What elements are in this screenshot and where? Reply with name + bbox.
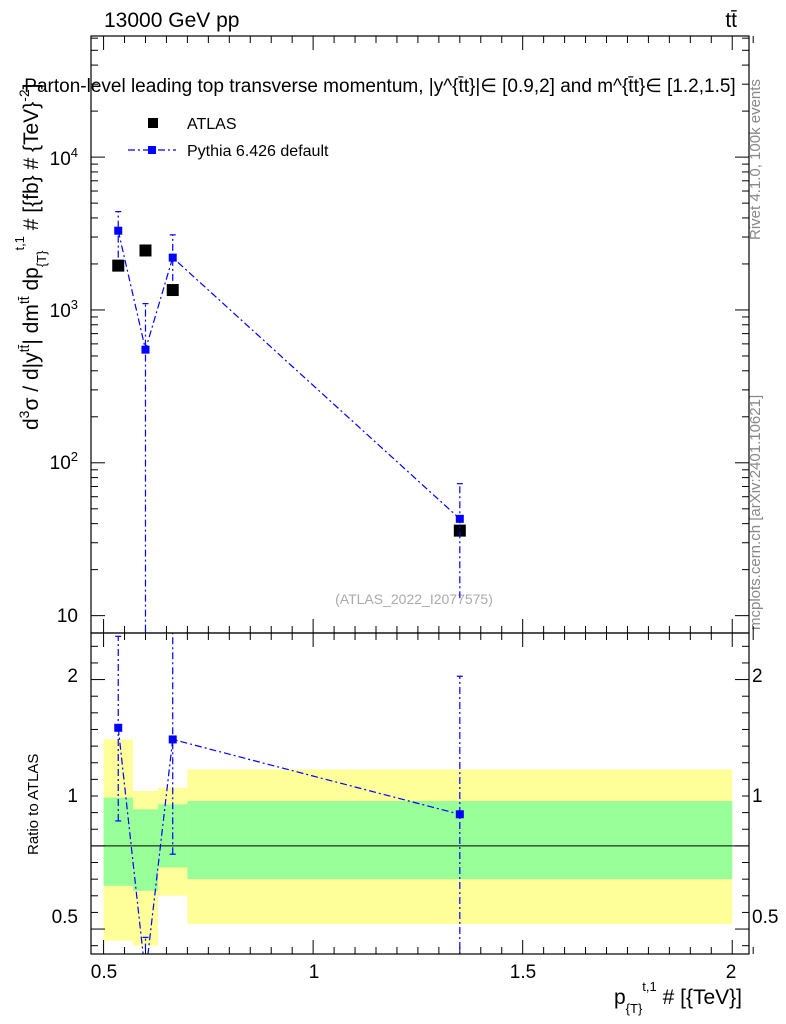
- main-panel: 10 102 103 104 d3σ / d|ytt̄| dmtt̄ dp{T}…: [12, 35, 754, 634]
- main-y-axis-label: d3σ / d|ytt̄| dmtt̄ dp{T}t,1 # [{fb} # {…: [12, 83, 49, 430]
- ratio-ytick-label-0.5: 0.5: [52, 907, 78, 928]
- atlas-point: [112, 259, 125, 272]
- ratio-pythia-point: [114, 723, 123, 732]
- xtick-label-1.5: 1.5: [510, 962, 536, 983]
- pythia-point: [141, 345, 150, 354]
- main-x-axis-ticks: [103, 36, 754, 633]
- main-ytick-label-1000: 103: [50, 297, 78, 322]
- main-ytick-label-10000: 104: [50, 145, 78, 170]
- analysis-label: (ATLAS_2022_I2077575): [335, 591, 493, 607]
- atlas-point: [139, 244, 152, 257]
- legend-marker-pythia: [148, 146, 156, 154]
- pythia-point: [168, 253, 177, 262]
- ratio-band-green: [132, 809, 159, 891]
- x-axis-label: p{T}t,1 # [{TeV}]: [614, 979, 742, 1016]
- ratio-frame: [90, 632, 750, 955]
- atlas-point: [166, 284, 179, 297]
- legend-label-pythia: Pythia 6.426 default: [187, 143, 329, 160]
- ratio-ytick-label-right-1: 1: [752, 786, 763, 807]
- pythia-point: [114, 226, 123, 235]
- ratio-data: [114, 633, 464, 980]
- svg-text:d3σ / d|ytt̄| dmtt̄ dp{T}t,1 #: d3σ / d|ytt̄| dmtt̄ dp{T}t,1 # [{fb} # {…: [12, 83, 49, 430]
- process-label: tt̄: [725, 9, 737, 32]
- ratio-uncertainty-bands: [103, 739, 733, 946]
- xtick-label-2: 2: [726, 962, 737, 983]
- ratio-pythia-point: [455, 810, 464, 819]
- ratio-pythia-line: [117, 727, 460, 954]
- ratio-pythia-point: [168, 735, 177, 744]
- mcplots-label: mcplots.cern.ch [arXiv:2401.10621]: [747, 395, 764, 630]
- ratio-ytick-label-1: 1: [67, 786, 78, 807]
- svg-text:p{T}t,1 # [{TeV}]: p{T}t,1 # [{TeV}]: [614, 979, 742, 1016]
- legend: ATLAS Pythia 6.426 default: [128, 116, 329, 160]
- ratio-ytick-label-right-0.5: 0.5: [752, 907, 778, 928]
- xtick-label-1: 1: [309, 962, 320, 983]
- ratio-pythia-point: [141, 972, 149, 980]
- ratio-ytick-label-right-2: 2: [752, 666, 763, 687]
- plot-title: Parton-level leading top transverse mome…: [24, 76, 735, 97]
- ratio-axis-ticks: [91, 633, 754, 954]
- ratio-panel: 0.5 1 2 0.5 1 2 Ratio to ATLAS 0.5 1 1.5…: [25, 632, 778, 1016]
- rivet-label: Rivet 4.1.0, 100k events: [747, 79, 764, 240]
- legend-marker-atlas: [148, 118, 158, 128]
- legend-label-atlas: ATLAS: [187, 116, 237, 133]
- pythia-line: [117, 230, 461, 520]
- main-y-axis-ticks: [91, 37, 749, 617]
- main-ytick-label-100: 102: [50, 449, 78, 474]
- main-data: [112, 211, 466, 633]
- main-ytick-label-10: 10: [57, 606, 78, 627]
- pythia-point: [455, 514, 464, 523]
- ratio-ytick-label-2: 2: [67, 666, 78, 687]
- ratio-y-axis-label: Ratio to ATLAS: [25, 754, 42, 855]
- atlas-point: [453, 524, 466, 537]
- energy-label: 13000 GeV pp: [104, 9, 239, 32]
- xtick-label-0.5: 0.5: [91, 962, 117, 983]
